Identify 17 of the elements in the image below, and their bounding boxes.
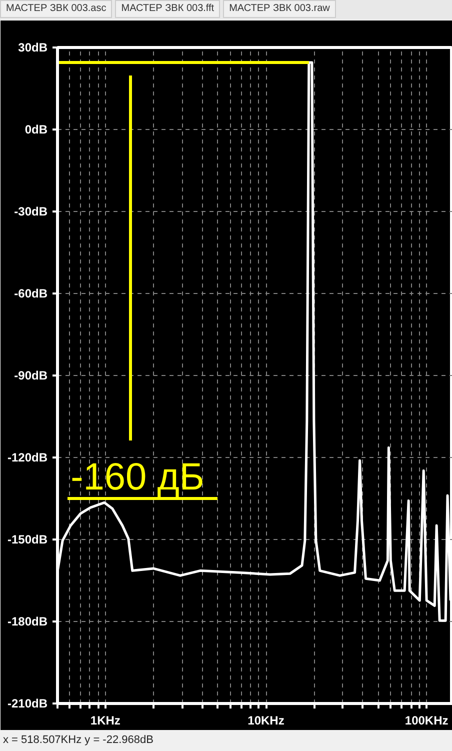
y-tick-label: -120dB — [7, 450, 48, 464]
y-tick-label: -30dB — [14, 204, 48, 218]
y-tick-label: -60dB — [14, 286, 48, 300]
y-tick-label: -180dB — [7, 614, 48, 628]
y-tick-label: -150dB — [7, 532, 48, 546]
text: МАСТЕР ЗВК 003.raw — [223, 0, 336, 18]
text: МАСТЕР ЗВК 003.asc — [0, 0, 112, 18]
x-tick-label: 100KHz — [404, 714, 448, 728]
text: x = 518.507KHz y = -22.968dB — [2, 733, 154, 748]
y-tick-label: -210dB — [7, 696, 48, 710]
y-tick-label: 30dB — [18, 40, 48, 54]
annotation: -160 дБ — [70, 456, 204, 498]
text: МАСТЕР ЗВК 003.fft — [115, 0, 220, 18]
x-tick-label: 10KHz — [248, 714, 284, 728]
x-tick-label: 1KHz — [90, 714, 120, 728]
y-tick-label: -90dB — [14, 368, 48, 382]
y-tick-label: 0dB — [24, 122, 48, 136]
